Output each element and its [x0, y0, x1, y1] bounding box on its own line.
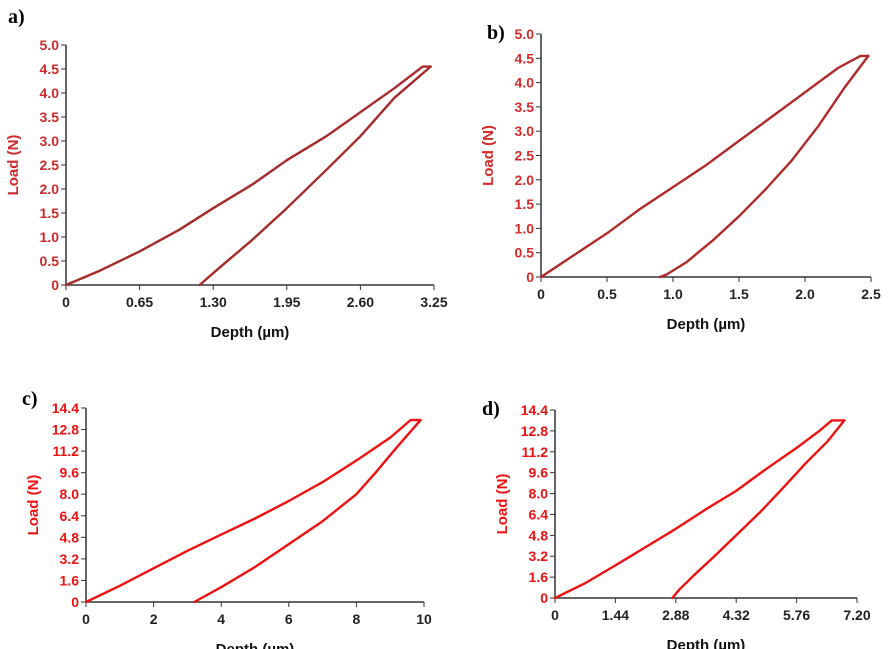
axes: 0 1.6 3.2 4.8 6.4 8.0 9.6 11.2 12.8 14.4 0 1.44 2.88… [521, 402, 871, 623]
axes: 0 0.5 1.0 1.5 2.0 2.5 3.0 3.5 4.0 4.5 5.0 0 0.65 1.30… [40, 37, 448, 310]
x-tick-label: 0 [62, 294, 70, 310]
loading-curve [84, 418, 422, 604]
y-tick-label: 14.4 [52, 400, 79, 416]
y-tick-label: 12.8 [521, 423, 548, 439]
x-tick-label: 4 [217, 611, 225, 627]
y-tick-label: 1.0 [515, 220, 535, 236]
y-tick-label: 0.5 [515, 245, 535, 261]
loading-curve [553, 419, 846, 600]
x-tick-label: 5.76 [783, 607, 810, 623]
x-tick-label: 1.5 [729, 286, 749, 302]
y-tick-label: 4.8 [60, 529, 80, 545]
y-tick-label: 0 [51, 277, 59, 293]
x-tick-label: 2.88 [662, 607, 689, 623]
y-tick-label: 2.0 [40, 181, 60, 197]
y-tick-label: 4.0 [515, 75, 535, 91]
y-tick-label: 0 [540, 590, 548, 606]
x-axis-title: Depth (µm) [667, 637, 746, 649]
y-tick-label: 4.5 [515, 50, 535, 66]
x-tick-label: 2.0 [795, 286, 815, 302]
y-tick-label: 8.0 [60, 486, 80, 502]
panel-letter-d: d) [482, 398, 500, 420]
loading-curve [64, 65, 432, 287]
y-tick-label: 0.5 [40, 253, 60, 269]
x-tick-label: 0 [537, 286, 545, 302]
axes: 0 0.5 1.0 1.5 2.0 2.5 3.0 3.5 4.0 4.5 5.0 0 0.5 1.0 1.… [515, 26, 881, 302]
y-tick-label: 3.2 [529, 548, 549, 564]
x-tick-label: 1.44 [602, 607, 629, 623]
x-tick-label: 7.20 [843, 607, 870, 623]
x-axis-title: Depth (µm) [667, 316, 746, 333]
unloading-curve [658, 54, 870, 279]
y-tick-label: 0 [71, 594, 79, 610]
y-tick-label: 3.5 [40, 109, 60, 125]
unloading-curve [671, 419, 846, 600]
y-tick-label: 2.5 [40, 157, 60, 173]
y-tick-label: 1.5 [515, 196, 535, 212]
unloading-curve [198, 65, 432, 287]
y-axis-title: Load (N) [480, 125, 497, 186]
y-tick-label: 6.4 [60, 508, 80, 524]
x-tick-label: 0.5 [597, 286, 617, 302]
y-tick-label: 12.8 [52, 422, 79, 438]
y-tick-label: 5.0 [40, 37, 60, 53]
panel-letter-a: a) [8, 6, 25, 28]
y-tick-label: 11.2 [53, 443, 80, 459]
y-tick-label: 2.0 [515, 172, 535, 188]
panel-letter-c: c) [22, 388, 38, 410]
y-tick-label: 1.6 [60, 572, 80, 588]
x-tick-label: 1.0 [663, 286, 683, 302]
x-tick-label: 3.25 [420, 294, 447, 310]
x-axis-title: Depth (µm) [216, 641, 295, 649]
chart-panel-c: 0 1.6 3.2 4.8 6.4 8.0 9.6 11.2 12.8 14.4 0 2 4 6 8 10 De… [25, 400, 432, 649]
y-tick-label: 3.0 [515, 123, 535, 139]
y-axis-title: Load (N) [494, 474, 511, 535]
x-tick-label: 0 [82, 611, 90, 627]
x-tick-label: 1.95 [273, 294, 300, 310]
x-tick-label: 0 [551, 607, 559, 623]
y-tick-label: 11.2 [522, 444, 549, 460]
y-tick-label: 1.6 [529, 569, 549, 585]
chart-panel-b: 0 0.5 1.0 1.5 2.0 2.5 3.0 3.5 4.0 4.5 5.0 0 0.5 1.0 1.… [480, 26, 881, 333]
x-tick-label: 2 [150, 611, 158, 627]
x-tick-label: 10 [416, 611, 432, 627]
y-tick-label: 5.0 [515, 26, 535, 42]
y-tick-label: 3.2 [60, 551, 80, 567]
axes: 0 1.6 3.2 4.8 6.4 8.0 9.6 11.2 12.8 14.4 0 2 4 6 8 10 [52, 400, 432, 627]
x-tick-label: 2.5 [861, 286, 881, 302]
y-tick-label: 1.5 [40, 205, 60, 221]
y-tick-label: 6.4 [529, 506, 549, 522]
y-tick-label: 0 [526, 269, 534, 285]
y-tick-label: 4.5 [40, 61, 60, 77]
y-tick-label: 9.6 [60, 465, 80, 481]
y-tick-label: 8.0 [529, 486, 549, 502]
y-tick-label: 4.0 [40, 85, 60, 101]
x-tick-label: 6 [285, 611, 293, 627]
chart-panel-a: 0 0.5 1.0 1.5 2.0 2.5 3.0 3.5 4.0 4.5 5.0 0 0.65 1.30… [5, 37, 448, 341]
y-tick-label: 3.5 [515, 99, 535, 115]
y-tick-label: 2.5 [515, 148, 535, 164]
x-axis-title: Depth (µm) [211, 324, 290, 341]
x-tick-label: 4.32 [723, 607, 750, 623]
y-tick-label: 9.6 [529, 465, 549, 481]
x-tick-label: 1.30 [200, 294, 227, 310]
loading-curve [539, 54, 870, 279]
x-tick-label: 8 [353, 611, 361, 627]
y-tick-label: 4.8 [529, 527, 549, 543]
panel-letter-b: b) [487, 22, 505, 44]
y-tick-label: 3.0 [40, 133, 60, 149]
y-tick-label: 14.4 [521, 402, 548, 418]
y-tick-label: 1.0 [40, 229, 60, 245]
x-tick-label: 0.65 [126, 294, 153, 310]
y-axis-title: Load (N) [5, 135, 22, 196]
x-tick-label: 2.60 [347, 294, 374, 310]
unloading-curve [192, 418, 422, 604]
y-axis-title: Load (N) [25, 475, 42, 536]
